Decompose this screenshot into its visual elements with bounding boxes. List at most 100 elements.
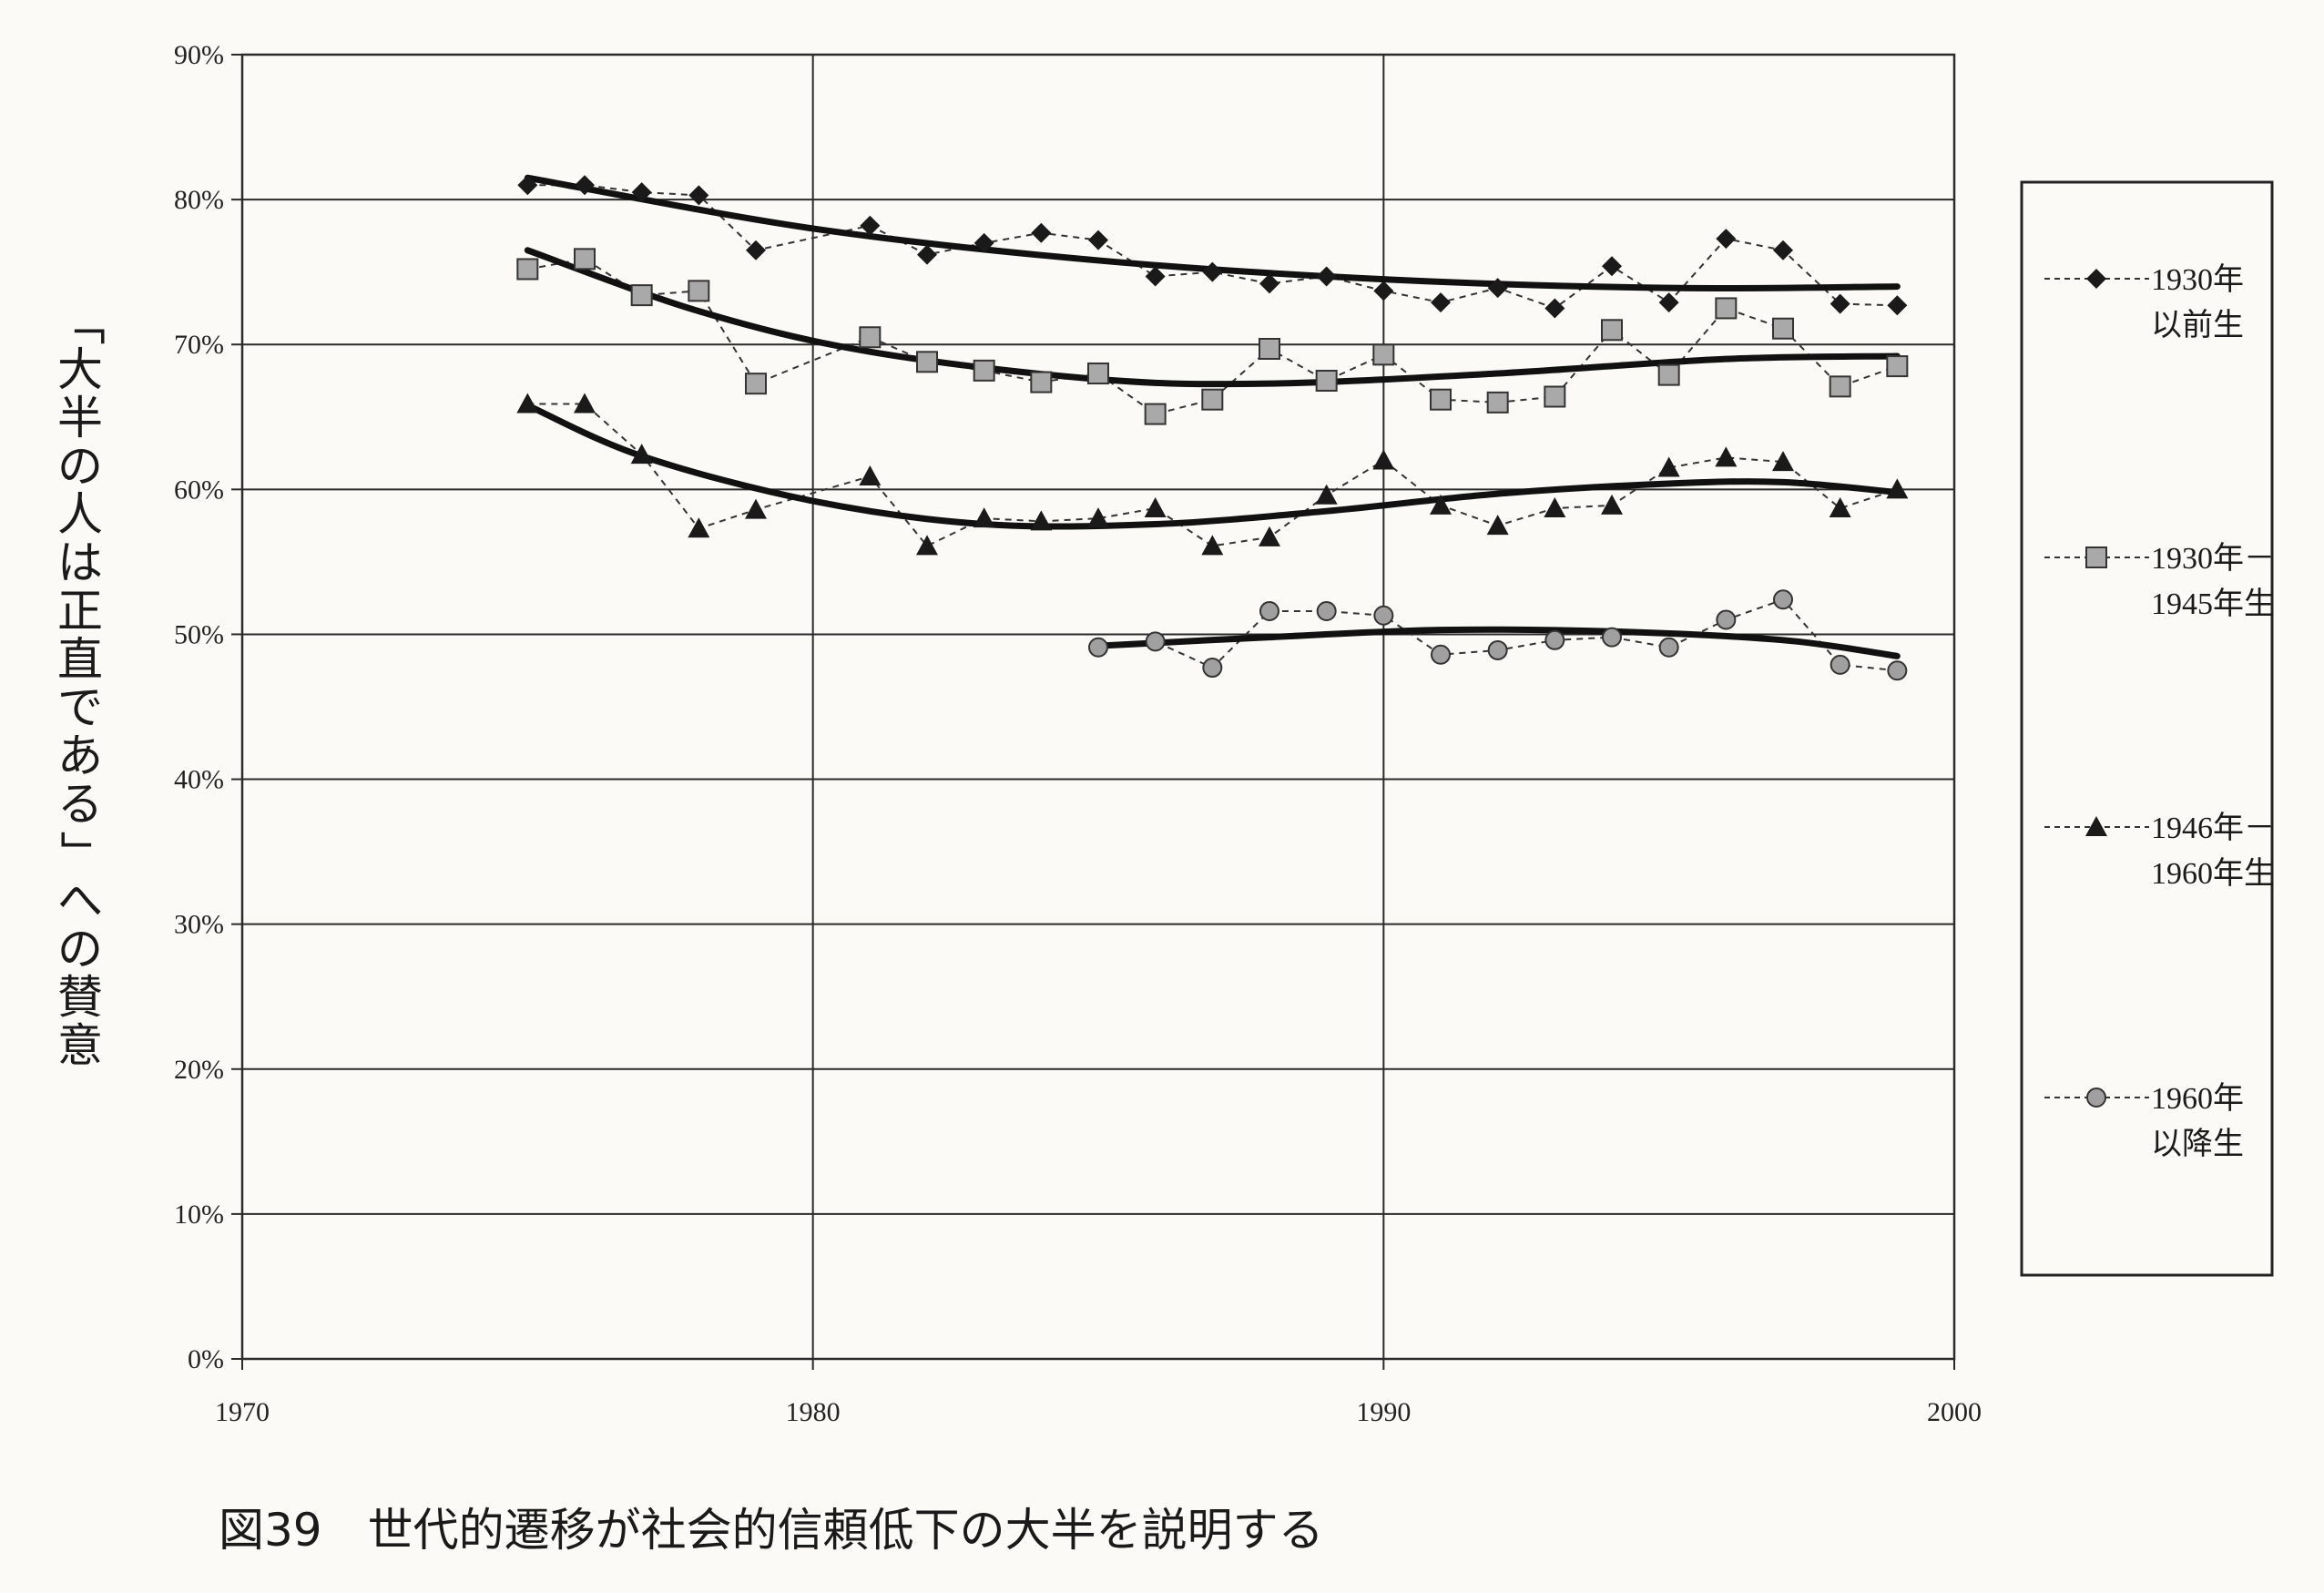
- data-point-marker: [1088, 637, 1108, 658]
- y-tick-label: 10%: [174, 1200, 224, 1230]
- legend-marker: [2085, 546, 2107, 568]
- data-point-marker: [1202, 261, 1223, 282]
- plot-area: [240, 53, 1956, 1361]
- data-point-marker: [973, 232, 994, 253]
- y-axis-label-glyph: 人: [57, 488, 103, 541]
- legend-box: [2020, 180, 2274, 1277]
- data-point-marker: [973, 507, 995, 528]
- y-axis-label-glyph: 意: [57, 1019, 103, 1072]
- y-axis-label-glyph: 」: [55, 831, 107, 876]
- data-point-marker: [1315, 370, 1338, 392]
- data-point-marker: [916, 535, 938, 556]
- data-point-marker: [1715, 297, 1738, 320]
- data-point-marker: [1886, 478, 1909, 499]
- legend-marker: [2085, 816, 2107, 836]
- data-point-marker: [1201, 388, 1224, 411]
- data-point-marker: [1658, 637, 1679, 658]
- series-trend-curve: [524, 402, 1901, 530]
- data-point-marker: [1316, 600, 1337, 621]
- x-tick-label: 1980: [786, 1397, 841, 1427]
- y-tick-label: 50%: [174, 619, 224, 649]
- y-axis-label-glyph: の: [57, 923, 103, 975]
- y-tick-label: 30%: [174, 910, 224, 940]
- data-point-marker: [1202, 658, 1223, 679]
- y-tick-label: 40%: [174, 765, 224, 795]
- data-point-marker: [1373, 605, 1394, 626]
- series-line-dashed: [527, 258, 1898, 415]
- legend-label: 1945年生: [2151, 587, 2275, 621]
- data-point-marker: [1144, 403, 1167, 425]
- data-point-marker: [630, 444, 653, 465]
- data-point-marker: [1259, 600, 1279, 621]
- data-point-marker: [1259, 273, 1279, 294]
- data-point-marker: [1431, 292, 1451, 313]
- data-point-marker: [574, 393, 596, 414]
- data-point-marker: [1544, 629, 1565, 650]
- data-point-marker: [1487, 278, 1508, 299]
- y-axis-label-glyph: の: [57, 440, 103, 493]
- data-point-marker: [1486, 515, 1509, 536]
- data-point-marker: [1486, 391, 1509, 414]
- data-point-marker: [1773, 240, 1793, 260]
- data-point-marker: [688, 280, 710, 302]
- data-point-marker: [745, 498, 767, 519]
- y-tick-label: 70%: [174, 330, 224, 360]
- legend-label: 1946年－: [2151, 811, 2275, 845]
- data-point-marker: [1887, 660, 1908, 681]
- data-point-marker: [746, 240, 766, 260]
- data-point-marker: [630, 284, 653, 307]
- data-point-marker: [1031, 222, 1052, 243]
- y-tick-label: 20%: [174, 1055, 224, 1085]
- data-point-marker: [1715, 446, 1738, 467]
- legend-marker: [2086, 1088, 2106, 1108]
- data-point-marker: [1657, 456, 1680, 477]
- data-point-marker: [859, 326, 882, 349]
- data-point-marker: [1829, 375, 1851, 398]
- data-point-marker: [1259, 526, 1280, 546]
- y-tick-label: 60%: [174, 475, 224, 505]
- series-1: [517, 174, 1908, 319]
- data-point-marker: [1373, 281, 1394, 301]
- data-point-marker: [688, 517, 710, 538]
- series-3: [516, 393, 1909, 556]
- data-point-marker: [1829, 497, 1851, 518]
- series-group: [516, 174, 1909, 681]
- data-point-marker: [1601, 494, 1623, 515]
- data-point-marker: [973, 359, 995, 382]
- data-point-marker: [1544, 385, 1566, 408]
- y-axis-label-glyph: 半: [57, 392, 103, 444]
- data-point-marker: [860, 215, 881, 236]
- data-point-marker: [859, 465, 882, 486]
- gridlines: [231, 54, 1955, 1370]
- y-axis-label-glyph: へ: [57, 874, 103, 927]
- data-point-marker: [1316, 266, 1337, 287]
- data-point-marker: [916, 351, 938, 373]
- x-tick-label: 2000: [1927, 1397, 1982, 1427]
- data-point-marker: [1601, 319, 1623, 342]
- data-point-marker: [1772, 451, 1794, 472]
- data-point-marker: [1830, 654, 1850, 675]
- data-point-marker: [1773, 589, 1793, 610]
- y-axis-label-glyph: 正: [57, 585, 103, 638]
- y-tick-label: 80%: [174, 185, 224, 215]
- data-point-marker: [575, 175, 595, 196]
- data-point-marker: [516, 258, 539, 281]
- data-point-marker: [917, 244, 937, 265]
- data-point-marker: [1144, 497, 1167, 518]
- data-point-marker: [1430, 388, 1452, 411]
- x-axis-tick-labels: 1970 1980 1990 2000: [215, 1397, 1982, 1427]
- y-axis-label-glyph: 「: [55, 300, 107, 345]
- data-point-marker: [1658, 292, 1679, 313]
- series-4: [1088, 589, 1908, 681]
- legend-label: 1960年: [2151, 1081, 2244, 1116]
- data-point-marker: [1430, 494, 1452, 515]
- data-point-marker: [1716, 609, 1737, 630]
- data-point-marker: [517, 175, 538, 196]
- data-point-marker: [1487, 639, 1508, 660]
- data-point-marker: [1830, 293, 1850, 314]
- data-point-marker: [1087, 507, 1109, 528]
